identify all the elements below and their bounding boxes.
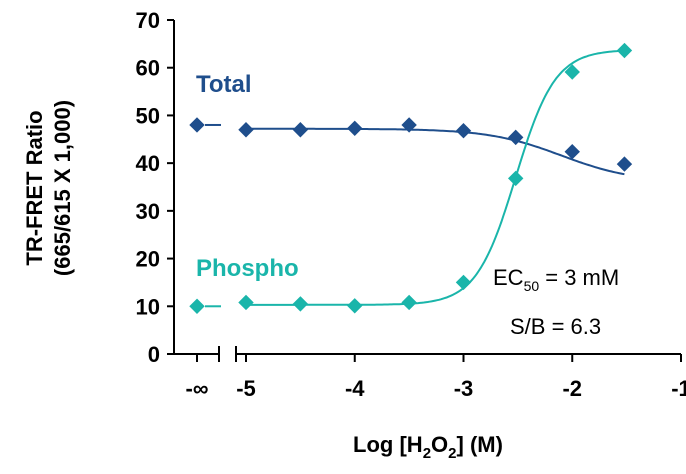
data-point-total bbox=[238, 122, 254, 138]
data-markers bbox=[189, 42, 633, 314]
data-point-phospho bbox=[564, 64, 580, 80]
data-point-total bbox=[455, 122, 472, 139]
data-point-phospho bbox=[455, 274, 472, 291]
data-point-phospho bbox=[507, 170, 524, 187]
y-axis-title-line1: TR-FRET Ratio bbox=[22, 110, 47, 265]
data-point-phospho bbox=[238, 294, 254, 311]
data-point-phospho bbox=[189, 298, 205, 314]
data-point-total bbox=[564, 143, 580, 160]
y-tick-label: 20 bbox=[136, 247, 160, 272]
axes bbox=[167, 19, 682, 362]
fit-curve-phospho bbox=[246, 49, 625, 306]
data-point-total bbox=[401, 117, 417, 133]
data-point-phospho bbox=[292, 296, 309, 312]
y-tick-label: 0 bbox=[148, 342, 160, 367]
series-label-total: Total bbox=[196, 71, 252, 98]
tick-labels: 0 10 20 30 40 50 60 70 -∞ -5 -4 -3 -2 -1 bbox=[136, 8, 686, 401]
sb-annotation: S/B = 6.3 bbox=[510, 314, 601, 339]
y-axis-title-line2: (665/615 X 1,000) bbox=[50, 100, 75, 276]
x-axis-title: Log [H2O2] (M) bbox=[353, 432, 503, 462]
data-point-total bbox=[292, 122, 309, 138]
fit-curve-total bbox=[246, 127, 625, 176]
x-tick-label-break: -∞ bbox=[185, 376, 208, 401]
y-tick-label: 30 bbox=[136, 199, 160, 224]
data-point-total bbox=[507, 129, 524, 146]
data-point-total bbox=[616, 156, 633, 172]
fit-curves bbox=[205, 49, 625, 308]
y-tick-label: 60 bbox=[136, 56, 160, 81]
y-tick-label: 40 bbox=[136, 151, 160, 176]
data-point-phospho bbox=[347, 298, 363, 314]
series-label-phospho: Phospho bbox=[196, 255, 299, 282]
data-point-total bbox=[347, 120, 363, 137]
y-tick-label: 50 bbox=[136, 103, 160, 128]
ec50-annotation: EC50 = 3 mM bbox=[493, 265, 619, 294]
x-tick-label: -1 bbox=[671, 376, 686, 401]
y-tick-label: 10 bbox=[136, 294, 160, 319]
y-tick-label: 70 bbox=[136, 8, 160, 33]
data-point-phospho bbox=[401, 294, 417, 311]
data-point-phospho bbox=[616, 42, 633, 59]
y-axis-title: TR-FRET Ratio (665/615 X 1,000) bbox=[22, 100, 75, 276]
x-tick-label: -4 bbox=[345, 376, 365, 401]
x-tick-label: -5 bbox=[236, 376, 256, 401]
data-point-total bbox=[189, 117, 205, 133]
x-tick-label: -3 bbox=[454, 376, 474, 401]
x-tick-label: -2 bbox=[562, 376, 582, 401]
